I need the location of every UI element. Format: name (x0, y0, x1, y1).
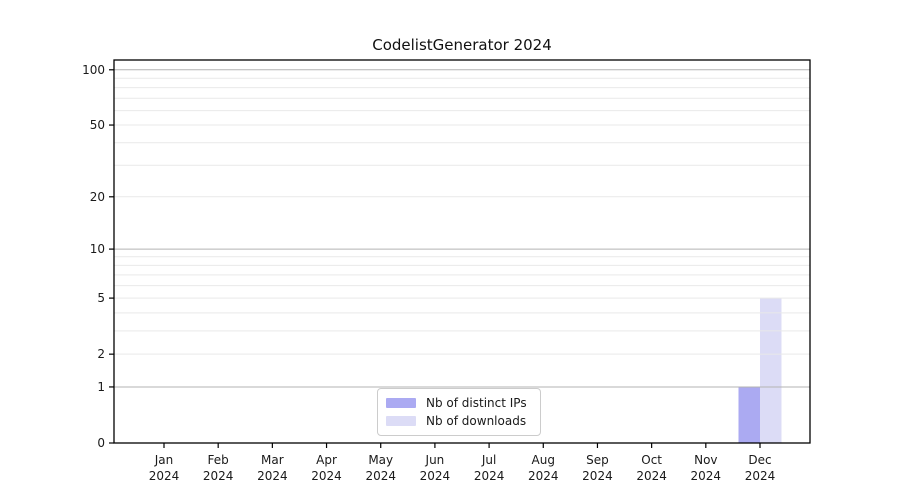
x-tick-label-month: Jan (154, 453, 174, 467)
y-tick-label: 0 (97, 436, 105, 450)
legend-label-distinct-ips: Nb of distinct IPs (426, 396, 527, 410)
x-tick-label-month: Mar (261, 453, 284, 467)
x-tick-label-year: 2024 (365, 469, 396, 483)
x-tick-label-year: 2024 (311, 469, 342, 483)
legend-swatch-distinct-ips (386, 398, 416, 408)
y-tick-label: 1 (97, 380, 105, 394)
legend-item-distinct-ips: Nb of distinct IPs (386, 396, 532, 410)
x-tick-label-month: Feb (208, 453, 229, 467)
bar-dec-s1 (760, 298, 782, 443)
x-tick-label-year: 2024 (745, 469, 776, 483)
x-tick-label-year: 2024 (636, 469, 667, 483)
x-tick-label-month: Jul (481, 453, 496, 467)
x-tick-label-month: May (368, 453, 393, 467)
legend-item-downloads: Nb of downloads (386, 414, 532, 428)
x-tick-label-month: Jun (425, 453, 445, 467)
axes-frame (113, 59, 811, 444)
legend: Nb of distinct IPs Nb of downloads (377, 388, 541, 436)
y-tick-label: 20 (90, 190, 105, 204)
legend-swatch-downloads (386, 416, 416, 426)
x-tick-label-year: 2024 (528, 469, 559, 483)
y-tick-label: 50 (90, 118, 105, 132)
x-tick-label-month: Sep (586, 453, 609, 467)
y-tick-label: 10 (90, 242, 105, 256)
chart-title: CodelistGenerator 2024 (372, 36, 552, 54)
x-tick-label-year: 2024 (474, 469, 505, 483)
x-tick-label-year: 2024 (420, 469, 451, 483)
bar-dec-s0 (738, 386, 760, 443)
x-tick-label-month: Dec (748, 453, 771, 467)
y-tick-label: 2 (97, 347, 105, 361)
x-tick-label-year: 2024 (149, 469, 180, 483)
x-tick-label-month: Oct (641, 453, 662, 467)
x-tick-label-year: 2024 (582, 469, 613, 483)
x-tick-label-year: 2024 (203, 469, 234, 483)
x-tick-label-month: Apr (316, 453, 337, 467)
x-tick-label-year: 2024 (257, 469, 288, 483)
legend-label-downloads: Nb of downloads (426, 414, 527, 428)
x-tick-label-year: 2024 (691, 469, 722, 483)
x-tick-label-month: Nov (694, 453, 717, 467)
y-tick-label: 100 (82, 63, 105, 77)
x-tick-label-month: Aug (532, 453, 555, 467)
y-tick-label: 5 (97, 291, 105, 305)
